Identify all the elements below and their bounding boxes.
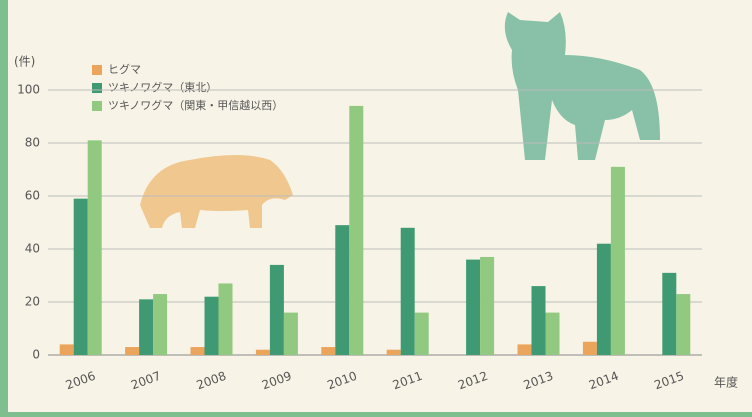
- legend-label: ツキノワグマ（関東・甲信越以西）: [108, 98, 283, 112]
- bar: [349, 105, 364, 356]
- bar: [596, 243, 611, 355]
- bar: [283, 312, 298, 355]
- y-tick-label: 60: [25, 189, 40, 203]
- bar: [125, 347, 140, 355]
- bar: [662, 272, 677, 355]
- y-tick-label: 0: [32, 348, 40, 362]
- bar: [190, 347, 205, 355]
- bar: [321, 347, 336, 355]
- bar: [204, 296, 219, 355]
- y-tick-label: 100: [17, 83, 40, 97]
- bar: [531, 286, 546, 355]
- bar: [414, 312, 429, 355]
- legend-swatch: [92, 65, 102, 75]
- bar: [269, 264, 284, 355]
- legend-label: ツキノワグマ（東北）: [108, 80, 217, 94]
- black-bear-silhouette: [504, 12, 660, 160]
- background: [8, 0, 752, 412]
- bar: [87, 140, 102, 355]
- bar: [582, 341, 597, 355]
- bar: [386, 349, 401, 355]
- bar: [218, 283, 233, 355]
- bar: [139, 299, 154, 355]
- bar: [400, 227, 415, 355]
- brown-bear-silhouette: [140, 155, 293, 228]
- bar: [480, 256, 495, 355]
- y-unit: (件): [14, 55, 35, 69]
- bar: [73, 198, 88, 355]
- y-tick-label: 20: [25, 295, 40, 309]
- bar: [59, 344, 74, 355]
- bar: [466, 259, 481, 355]
- y-tick-label: 80: [25, 136, 40, 150]
- legend-label: ヒグマ: [108, 62, 141, 76]
- bar: [676, 294, 691, 355]
- legend-swatch: [92, 83, 102, 93]
- bar: [335, 225, 350, 355]
- bar: [255, 349, 270, 355]
- legend-swatch: [92, 101, 102, 111]
- bar: [517, 344, 532, 355]
- bar: [610, 166, 625, 355]
- bar: [545, 312, 560, 355]
- y-tick-label: 40: [25, 242, 40, 256]
- bar: [153, 294, 168, 355]
- x-label: 年度: [714, 375, 738, 390]
